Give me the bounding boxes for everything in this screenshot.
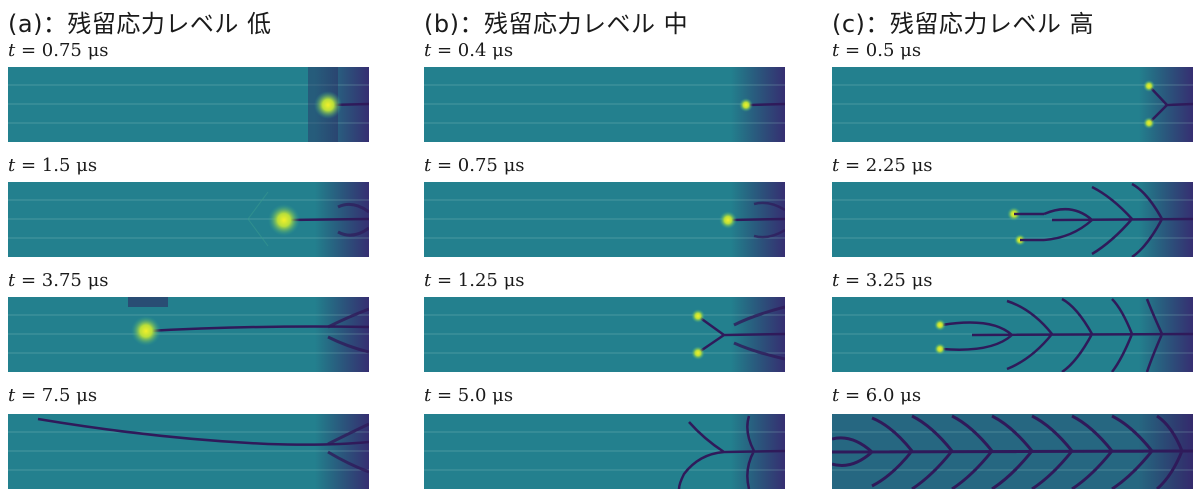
time-label: t = 3.25 μs [832, 270, 933, 291]
crack-tip [691, 346, 705, 360]
fracture-panel-c-1 [832, 67, 1193, 142]
fracture-panel-a-2 [8, 182, 369, 257]
column-a: (a)：残留応力レベル 低 t = 0.75 μs t = 1.5 μs t =… [8, 0, 388, 496]
time-label: t = 0.5 μs [832, 40, 922, 61]
fracture-panel-b-2 [424, 182, 785, 257]
time-label: t = 1.5 μs [8, 155, 98, 176]
time-label: t = 5.0 μs [424, 385, 514, 406]
fracture-panel-c-3 [832, 297, 1193, 372]
crack-tip [739, 98, 753, 112]
crack-tip [934, 343, 946, 355]
fracture-panel-b-3 [424, 297, 785, 372]
crack-path [832, 414, 1193, 489]
crack-path [677, 415, 785, 489]
fracture-panel-a-3 [8, 297, 369, 372]
crack-tip [934, 319, 946, 331]
crack-path [1043, 182, 1193, 257]
fracture-panel-b-1 [424, 67, 785, 142]
fracture-panel-c-2 [832, 182, 1193, 257]
crack-tip [131, 316, 161, 346]
crack-tip [719, 211, 737, 229]
fracture-panel-a-1 [8, 67, 369, 142]
crack-path [747, 102, 785, 107]
time-label: t = 0.4 μs [424, 40, 514, 61]
time-label: t = 7.5 μs [8, 385, 98, 406]
crack-path [147, 325, 369, 333]
time-label: t = 3.75 μs [8, 270, 109, 291]
time-label: t = 2.25 μs [832, 155, 933, 176]
column-a-title: (a)：残留応力レベル 低 [8, 10, 272, 38]
crack-tip [314, 91, 342, 119]
crack-path [37, 417, 369, 446]
time-label: t = 0.75 μs [424, 155, 525, 176]
crack-tip [1143, 80, 1155, 92]
crack-tip [1143, 117, 1155, 129]
column-c-title: (c)：残留応力レベル 高 [832, 10, 1095, 38]
time-label: t = 1.25 μs [424, 270, 525, 291]
time-label: t = 6.0 μs [832, 385, 922, 406]
fracture-panel-b-4 [424, 414, 785, 489]
column-b-title: (b)：残留応力レベル 中 [424, 10, 689, 38]
time-label: t = 0.75 μs [8, 40, 109, 61]
crack-path [941, 297, 1193, 372]
fracture-panel-a-4 [8, 414, 369, 489]
crack-path [729, 217, 785, 222]
column-c: (c)：残留応力レベル 高 t = 0.5 μs t = 2.25 μs t =… [832, 0, 1200, 496]
fracture-panel-c-4 [832, 414, 1193, 489]
crack-tip [691, 309, 705, 323]
crack-tip [268, 204, 300, 236]
column-b: (b)：残留応力レベル 中 t = 0.4 μs t = 0.75 μs t =… [424, 0, 804, 496]
